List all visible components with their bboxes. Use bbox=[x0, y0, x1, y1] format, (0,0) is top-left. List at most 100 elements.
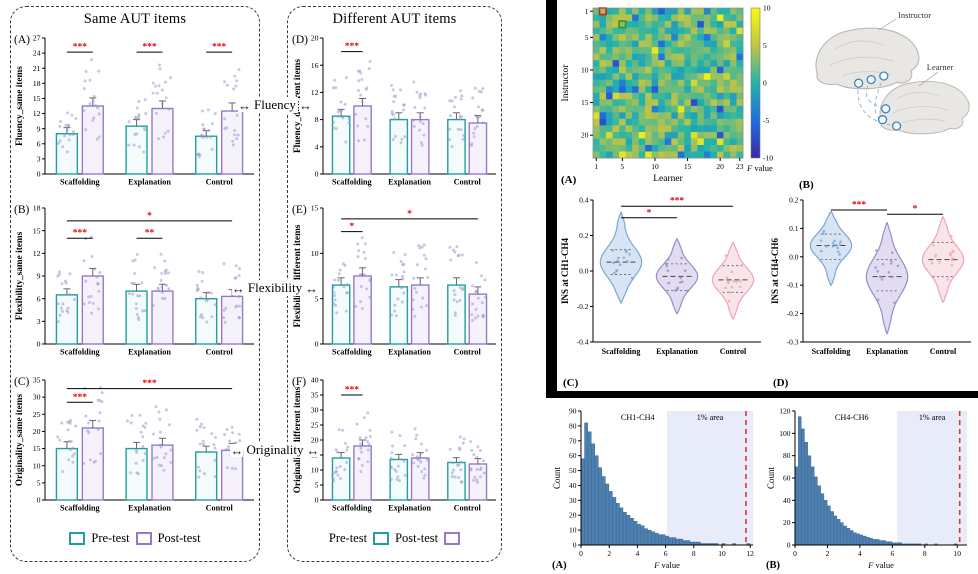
svg-text:0: 0 bbox=[37, 496, 41, 505]
svg-text:10: 10 bbox=[763, 4, 771, 13]
svg-text:0: 0 bbox=[315, 340, 319, 349]
svg-text:15: 15 bbox=[33, 226, 41, 235]
svg-text:3: 3 bbox=[37, 154, 41, 163]
svg-text:Explanation: Explanation bbox=[388, 178, 431, 187]
svg-text:(B): (B) bbox=[799, 179, 814, 190]
svg-text:Scaffolding: Scaffolding bbox=[332, 348, 372, 357]
svg-text:0: 0 bbox=[315, 170, 319, 179]
violin bbox=[655, 238, 699, 315]
legend-different: Pre-test Post-test bbox=[287, 531, 502, 546]
svg-text:INS at CH1-CH4: INS at CH1-CH4 bbox=[560, 238, 570, 305]
channel-marker bbox=[881, 104, 891, 114]
bar bbox=[353, 105, 372, 175]
svg-text:Flexibility_different items: Flexibility_different items bbox=[293, 224, 303, 327]
post-test-swatch bbox=[444, 532, 461, 545]
svg-text:120: 120 bbox=[779, 407, 791, 416]
svg-text:10: 10 bbox=[581, 65, 589, 74]
svg-text:5: 5 bbox=[315, 294, 319, 303]
svg-text:***: *** bbox=[73, 43, 88, 53]
svg-text:9: 9 bbox=[37, 124, 41, 133]
svg-text:21: 21 bbox=[33, 64, 41, 73]
post-test-label: Post-test bbox=[395, 531, 439, 545]
svg-text:90: 90 bbox=[569, 407, 577, 416]
svg-text:12: 12 bbox=[311, 88, 319, 97]
svg-text:Control: Control bbox=[454, 348, 482, 357]
svg-text:Learner: Learner bbox=[653, 174, 683, 184]
svg-text:Control: Control bbox=[720, 347, 747, 356]
svg-text:Explanation: Explanation bbox=[388, 504, 431, 513]
svg-text:4: 4 bbox=[315, 142, 319, 151]
flexibility-connector-label: Flexibility bbox=[245, 280, 305, 296]
svg-text:5: 5 bbox=[620, 162, 624, 171]
svg-text:Scaffolding: Scaffolding bbox=[60, 348, 100, 357]
pre-test-swatch bbox=[373, 532, 390, 545]
bar-D-svg: 0 4 8 12 16 20 Fluency_different items (D) Scaff… bbox=[292, 34, 496, 187]
svg-text:23: 23 bbox=[736, 162, 744, 171]
svg-text:-5: -5 bbox=[763, 116, 769, 125]
svg-text:20: 20 bbox=[581, 131, 589, 140]
svg-text:Instructor: Instructor bbox=[898, 10, 931, 20]
bar bbox=[410, 284, 430, 345]
fluency-connector: ↔ Fluency ↔ bbox=[226, 97, 324, 113]
svg-text:70: 70 bbox=[569, 436, 577, 445]
bar bbox=[81, 275, 104, 345]
svg-text:60: 60 bbox=[569, 451, 577, 460]
svg-text:100: 100 bbox=[779, 429, 791, 438]
fluency-same-chart: 0 3 6 9 12 15 18 21 24 27 Fluency_same items (A) Sca… bbox=[13, 30, 257, 201]
svg-text:1% area: 1% area bbox=[919, 413, 946, 422]
bar bbox=[151, 107, 174, 175]
svg-text:20: 20 bbox=[716, 162, 724, 171]
brain-illustration-svg: Instructor Learner (B) bbox=[799, 10, 970, 191]
svg-text:1: 1 bbox=[594, 162, 598, 171]
svg-text:10: 10 bbox=[954, 549, 962, 558]
svg-text:***: *** bbox=[852, 200, 867, 210]
flexibility-different-chart: 0 5 10 15 Flexibility_different items (E) Scaf… bbox=[291, 200, 499, 371]
svg-text:0: 0 bbox=[37, 170, 41, 179]
svg-text:Originality_same items: Originality_same items bbox=[15, 394, 25, 487]
bar-C-svg: 0 5 10 15 20 25 30 35 Originality_same items (C) S… bbox=[14, 376, 254, 513]
svg-text:1: 1 bbox=[585, 7, 589, 16]
double-arrow-icon: ↔ bbox=[306, 442, 320, 458]
svg-text:(E): (E) bbox=[292, 204, 307, 216]
svg-text:2: 2 bbox=[826, 549, 830, 558]
bar bbox=[151, 444, 174, 501]
svg-text:***: *** bbox=[670, 197, 685, 207]
post-test-label: Post-test bbox=[157, 531, 201, 545]
hist-A-svg: 0 10 20 30 40 50 60 70 80 90 0 2 4 6 8 10 12 Count F value… bbox=[552, 407, 754, 572]
svg-text:10: 10 bbox=[651, 162, 659, 171]
svg-text:*: * bbox=[913, 205, 918, 215]
svg-text:***: *** bbox=[345, 42, 360, 52]
svg-text:***: *** bbox=[142, 379, 157, 389]
svg-text:*: * bbox=[407, 209, 412, 219]
ins-results-figure: 1 5 10 15 20 1 5 10 15 20 23 Learner Instructor 10 5 0-… bbox=[557, 0, 978, 391]
channel-marker bbox=[891, 121, 902, 131]
hist-B-svg: 0 20 40 60 80 100 120 0 2 4 6 8 10 Count F value CH4-CH… bbox=[766, 407, 967, 571]
violin bbox=[921, 216, 965, 303]
svg-text:1% area: 1% area bbox=[697, 413, 724, 422]
svg-text:-0.1: -0.1 bbox=[787, 281, 799, 290]
svg-text:*: * bbox=[647, 208, 652, 218]
svg-text:Scaffolding: Scaffolding bbox=[602, 347, 641, 356]
svg-text:Fluency_different items: Fluency_different items bbox=[293, 59, 303, 153]
ch1-ch4-histogram: 0 10 20 30 40 50 60 70 80 90 0 2 4 6 8 10 12 Count F value… bbox=[551, 401, 761, 574]
flexibility-connector: ↔ Flexibility ↔ bbox=[226, 280, 324, 296]
svg-text:Control: Control bbox=[206, 348, 234, 357]
svg-text:12: 12 bbox=[33, 249, 41, 258]
svg-text:16: 16 bbox=[311, 61, 319, 70]
svg-text:**: ** bbox=[145, 229, 155, 239]
bar bbox=[389, 118, 409, 175]
brain-illustration-panel: Instructor Learner (B) bbox=[797, 2, 977, 195]
svg-text:6: 6 bbox=[664, 549, 668, 558]
svg-text:(C): (C) bbox=[563, 377, 579, 389]
svg-text:*: * bbox=[147, 211, 152, 221]
ins-ch1-ch4-violin: 0.4 0.2 0.0 -0.2 -0.4 INS at CH1-CH4 Scaffoldi… bbox=[559, 192, 767, 395]
bar bbox=[331, 115, 351, 175]
svg-text:35: 35 bbox=[311, 391, 319, 400]
svg-text:F value: F value bbox=[746, 163, 773, 173]
svg-text:5: 5 bbox=[37, 478, 41, 487]
svg-text:18: 18 bbox=[33, 79, 41, 88]
svg-text:30: 30 bbox=[33, 393, 41, 402]
svg-text:(B): (B) bbox=[14, 204, 30, 216]
svg-text:12: 12 bbox=[33, 109, 41, 118]
originality-different-chart: 0510152025303540Originality_different it… bbox=[291, 372, 499, 527]
